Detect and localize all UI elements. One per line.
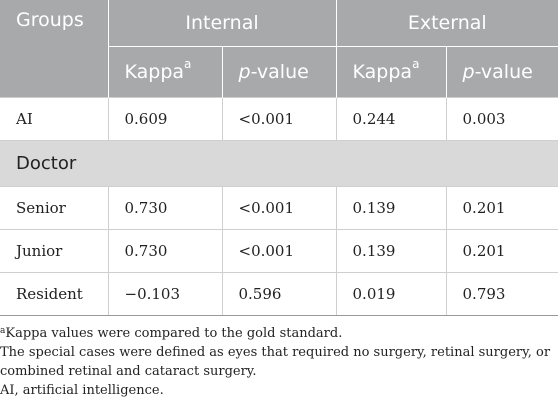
internal-pvalue-cell: <0.001 bbox=[221, 229, 337, 273]
external-pvalue-cell: 0.201 bbox=[445, 229, 558, 273]
table-row-ai: AI 0.609 <0.001 0.244 0.003 bbox=[0, 97, 558, 141]
footnote-abbreviation: AI, artificial intelligence. bbox=[0, 383, 164, 398]
internal-pvalue-cell: <0.001 bbox=[221, 97, 337, 141]
external-header: External bbox=[335, 0, 558, 47]
footnote-mark: a bbox=[0, 326, 6, 336]
group-cell: Resident bbox=[0, 272, 108, 316]
footnote-kappa: aKappa values were compared to the gold … bbox=[0, 324, 558, 343]
internal-kappa-cell: 0.730 bbox=[107, 186, 222, 230]
internal-pvalue-cell: 0.596 bbox=[221, 272, 337, 316]
internal-kappa-cell: 0.730 bbox=[107, 229, 222, 273]
external-kappa-cell: 0.139 bbox=[335, 229, 447, 273]
header-row-top: Groups Internal External bbox=[0, 0, 558, 98]
table-row-junior: Junior 0.730 <0.001 0.139 0.201 bbox=[0, 229, 558, 273]
internal-pvalue-header: p-value bbox=[221, 46, 337, 98]
table-row-senior: Senior 0.730 <0.001 0.139 0.201 bbox=[0, 186, 558, 230]
internal-kappa-header: Kappaa bbox=[107, 46, 222, 98]
kappa-label: Kappa bbox=[352, 61, 413, 83]
header-row-sub: Kappaa p-value Kappaa p-value bbox=[0, 46, 558, 98]
internal-header-label: Internal bbox=[185, 12, 259, 34]
pvalue-suffix: -value bbox=[474, 61, 533, 83]
internal-kappa-cell: −0.103 bbox=[107, 272, 222, 316]
external-kappa-cell: 0.139 bbox=[335, 186, 447, 230]
external-pvalue-cell: 0.793 bbox=[445, 272, 558, 316]
internal-kappa-cell: 0.609 bbox=[107, 97, 222, 141]
group-cell: Junior bbox=[0, 229, 108, 273]
groups-header: Groups bbox=[0, 0, 108, 98]
internal-header: Internal bbox=[107, 0, 337, 47]
external-pvalue-cell: 0.201 bbox=[445, 186, 558, 230]
section-label: Doctor bbox=[0, 140, 558, 187]
table-row-resident: Resident −0.103 0.596 0.019 0.793 bbox=[0, 272, 558, 316]
external-kappa-cell: 0.019 bbox=[335, 272, 447, 316]
external-pvalue-header: p-value bbox=[445, 46, 558, 98]
external-pvalue-cell: 0.003 bbox=[445, 97, 558, 141]
section-row-doctor: Doctor bbox=[0, 140, 558, 187]
kappa-footnote-mark: a bbox=[412, 57, 420, 71]
external-header-label: External bbox=[407, 12, 487, 34]
groups-header-label: Groups bbox=[16, 9, 84, 31]
pvalue-p: p bbox=[238, 61, 251, 83]
kappa-footnote-mark: a bbox=[184, 57, 192, 71]
footnote-special-cases: The special cases were defined as eyes t… bbox=[0, 345, 551, 379]
pvalue-p: p bbox=[462, 61, 475, 83]
external-kappa-header: Kappaa bbox=[335, 46, 447, 98]
group-cell: AI bbox=[0, 97, 108, 141]
group-cell: Senior bbox=[0, 186, 108, 230]
external-kappa-cell: 0.244 bbox=[335, 97, 447, 141]
internal-pvalue-cell: <0.001 bbox=[221, 186, 337, 230]
kappa-label: Kappa bbox=[124, 61, 185, 83]
table-notes: aKappa values were compared to the gold … bbox=[0, 324, 558, 400]
pvalue-suffix: -value bbox=[250, 61, 309, 83]
kappa-table: Groups Internal External Kappaa p-value … bbox=[0, 0, 558, 316]
footnote-text: Kappa values were compared to the gold s… bbox=[5, 326, 343, 341]
